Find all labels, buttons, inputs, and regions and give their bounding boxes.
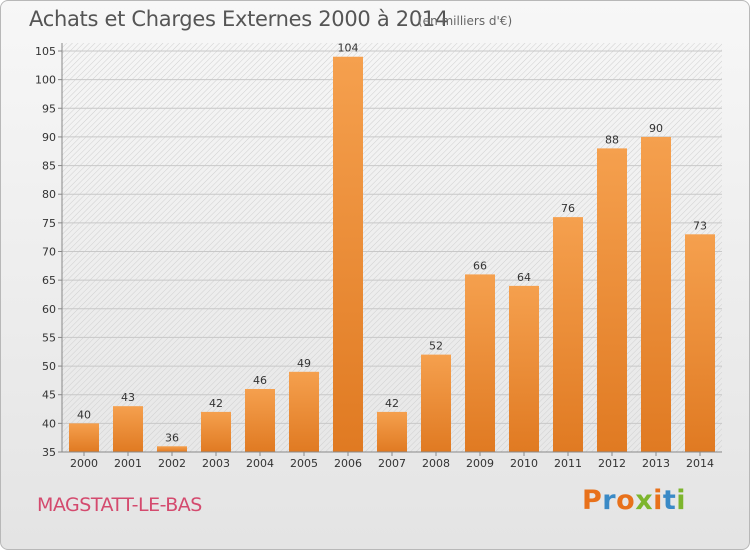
bar <box>69 423 99 452</box>
x-tick-label: 2013 <box>642 457 670 470</box>
bar-value-label: 73 <box>693 219 707 232</box>
bar-value-label: 42 <box>209 397 223 410</box>
bar <box>597 148 627 452</box>
bars: 40 43 36 42 46 49 104 42 52 66 64 76 88 90 73 <box>69 42 715 452</box>
y-tick-label: 70 <box>42 246 56 259</box>
bar-value-label: 104 <box>338 42 359 55</box>
bar <box>641 136 671 452</box>
bar-value-label: 36 <box>165 431 179 444</box>
x-tick-label: 2001 <box>114 457 142 470</box>
x-tick-label: 2014 <box>686 457 714 470</box>
x-tick-label: 2007 <box>378 457 406 470</box>
chart-title: Achats et Charges Externes 2000 à 2014 <box>29 7 449 31</box>
y-tick-label: 75 <box>42 217 56 230</box>
bar <box>421 354 451 452</box>
y-tick-label: 60 <box>42 303 56 316</box>
bar-value-label: 40 <box>77 408 91 421</box>
bar-value-label: 52 <box>429 340 443 353</box>
bar <box>157 446 187 452</box>
bar <box>333 56 363 452</box>
bar <box>245 388 275 452</box>
brand-letter: r <box>602 485 617 516</box>
y-axis: 35 40 45 50 55 60 65 70 75 80 85 90 95 100 105 <box>35 43 63 459</box>
y-tick-label: 35 <box>42 446 56 459</box>
brand-letter: o <box>616 485 636 516</box>
bar-value-label: 76 <box>561 202 575 215</box>
x-tick-label: 2009 <box>466 457 494 470</box>
x-axis: 2000 2001 2002 2003 2004 2005 2006 2007 2008 2009… <box>62 451 722 470</box>
bar <box>465 274 495 452</box>
y-tick-label: 100 <box>35 74 56 87</box>
bar-value-label: 90 <box>649 122 663 135</box>
x-tick-label: 2003 <box>202 457 230 470</box>
y-tick-label: 80 <box>42 188 56 201</box>
bar-value-label: 49 <box>297 357 311 370</box>
x-tick-label: 2004 <box>246 457 274 470</box>
brand-letter: P <box>582 485 603 516</box>
bar <box>685 234 715 452</box>
x-tick-label: 2012 <box>598 457 626 470</box>
y-tick-label: 50 <box>42 360 56 373</box>
brand-letter: x <box>635 485 654 516</box>
bar <box>509 285 539 452</box>
bar <box>377 411 407 452</box>
brand-letter: i <box>653 485 663 516</box>
bar-value-label: 43 <box>121 391 135 404</box>
x-tick-label: 2000 <box>70 457 98 470</box>
y-tick-label: 65 <box>42 274 56 287</box>
x-tick-label: 2011 <box>554 457 582 470</box>
chart-unit: (en milliers d'€) <box>418 14 513 28</box>
y-tick-label: 105 <box>35 45 56 58</box>
bar-value-label: 42 <box>385 397 399 410</box>
bar <box>289 371 319 452</box>
bar-value-label: 66 <box>473 259 487 272</box>
bar <box>113 406 143 452</box>
bar-value-label: 64 <box>517 271 531 284</box>
y-tick-label: 40 <box>42 417 56 430</box>
brand-letter: i <box>676 485 687 516</box>
bar <box>201 411 231 452</box>
y-tick-label: 90 <box>42 131 56 144</box>
location-label: MAGSTATT-LE-BAS <box>37 494 202 516</box>
y-tick-label: 95 <box>42 102 56 115</box>
brand-logo: Proxiti <box>582 485 686 516</box>
y-tick-label: 85 <box>42 160 56 173</box>
x-tick-label: 2006 <box>334 457 362 470</box>
bar-value-label: 88 <box>605 133 619 146</box>
y-tick-label: 45 <box>42 389 56 402</box>
brand-letter: t <box>662 485 677 516</box>
y-tick-label: 55 <box>42 331 56 344</box>
bar <box>553 217 583 452</box>
x-tick-label: 2002 <box>158 457 186 470</box>
bar-value-label: 46 <box>253 374 267 387</box>
x-tick-label: 2010 <box>510 457 538 470</box>
x-tick-label: 2008 <box>422 457 450 470</box>
x-tick-label: 2005 <box>290 457 318 470</box>
